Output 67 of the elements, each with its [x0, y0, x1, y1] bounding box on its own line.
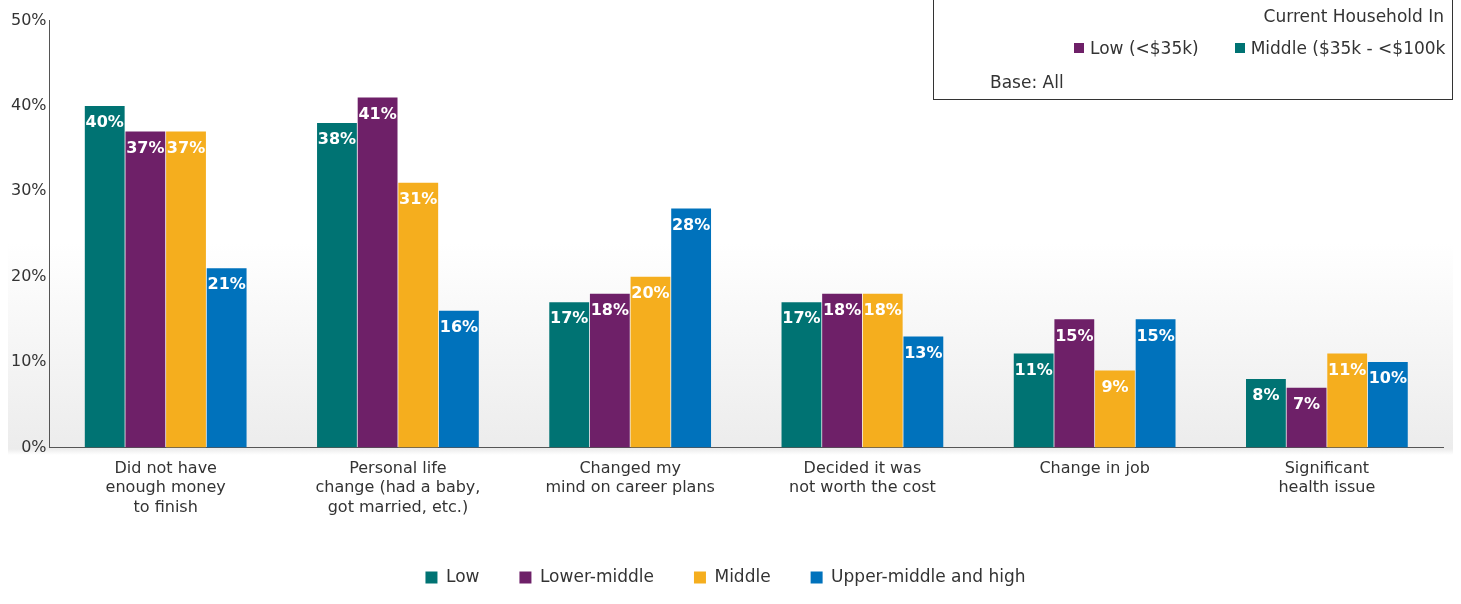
y-tick-label: 50%: [11, 9, 47, 29]
data-label: 40%: [85, 112, 124, 132]
y-tick-label: 40%: [11, 95, 47, 115]
legend-label: Upper-middle and high: [831, 565, 1026, 586]
x-tick-label: Change in job: [1039, 458, 1150, 478]
data-label: 20%: [631, 282, 670, 302]
bar: [1246, 379, 1286, 448]
data-label: 17%: [782, 308, 821, 328]
data-label: 11%: [1014, 359, 1053, 379]
data-label: 18%: [590, 299, 629, 319]
legend-label: Middle: [714, 565, 771, 586]
legend-label: Low: [445, 565, 480, 586]
bar: [125, 131, 166, 448]
data-label: 15%: [1136, 325, 1175, 345]
x-tick-label: Did not have enough money to finish: [105, 458, 226, 516]
bar: [549, 302, 590, 448]
data-label: 17%: [550, 308, 589, 328]
y-tick-label: 30%: [11, 180, 47, 200]
data-label: 9%: [1101, 376, 1129, 396]
x-tick-label: Decided it was not worth the cost: [789, 458, 936, 497]
data-label: 10%: [1368, 368, 1407, 388]
data-label: 13%: [904, 342, 943, 362]
annotation: Middle ($35k - <$100k: [1250, 38, 1446, 58]
y-tick-label: 20%: [11, 265, 47, 285]
data-label: 16%: [439, 316, 479, 336]
x-tick-label: Significant health issue: [1278, 458, 1376, 497]
x-tick-label: Personal life change (had a baby, got married, etc.): [315, 458, 481, 516]
bar: [317, 123, 357, 448]
bar: [1367, 362, 1408, 448]
bar: [357, 97, 398, 448]
annotation: Current Household In: [1263, 6, 1444, 26]
bar: [630, 276, 671, 448]
data-label: 8%: [1252, 385, 1280, 405]
x-tick-label: Changed my mind on career plans: [545, 458, 715, 497]
data-label: 37%: [166, 137, 206, 157]
bar: [438, 310, 479, 448]
annotation: Low (<$35k): [1090, 38, 1199, 58]
bar: [84, 105, 125, 448]
bar: [1135, 319, 1176, 448]
data-label: 18%: [863, 299, 902, 319]
bar: [862, 293, 903, 448]
data-label: 15%: [1055, 325, 1094, 345]
bar: [206, 268, 247, 448]
bar: [398, 182, 439, 448]
data-label: 11%: [1328, 359, 1367, 379]
data-label: 37%: [126, 137, 165, 157]
data-label: 7%: [1292, 393, 1321, 413]
bar: [1054, 319, 1095, 448]
bar: [671, 208, 712, 448]
data-label: 41%: [358, 103, 397, 123]
bar: [781, 302, 822, 448]
data-label: 31%: [399, 188, 438, 208]
bar: [1095, 370, 1135, 448]
y-tick-label: 10%: [11, 351, 47, 371]
bar: [589, 293, 630, 448]
bar: [1327, 353, 1368, 448]
bar: [166, 131, 206, 448]
bar: [903, 336, 944, 448]
y-tick-label: 0%: [21, 436, 47, 456]
bar: [1013, 353, 1054, 448]
data-label: 21%: [207, 274, 246, 294]
data-label: 18%: [822, 299, 862, 319]
data-label: 38%: [317, 129, 357, 149]
legend-label: Lower-middle: [539, 565, 654, 586]
bar: [822, 293, 862, 448]
data-label: 28%: [671, 214, 711, 234]
annotation: Base: All: [990, 72, 1064, 92]
